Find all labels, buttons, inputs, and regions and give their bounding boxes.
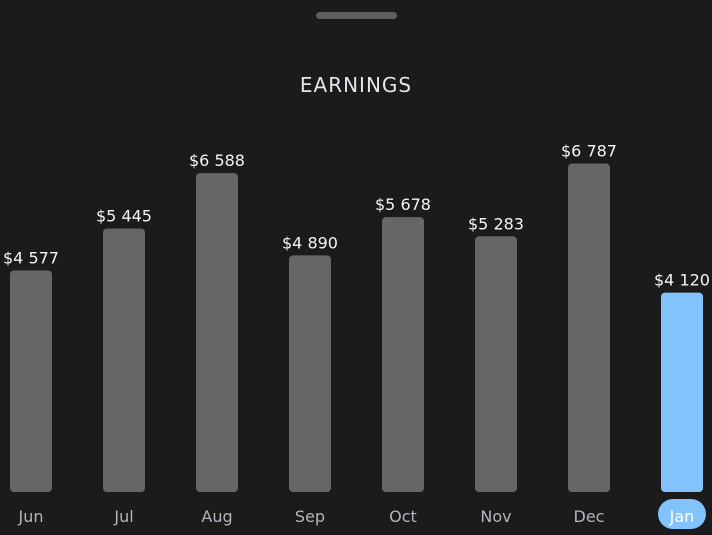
month-label-aug[interactable]: Aug bbox=[201, 507, 232, 526]
bar-jul[interactable] bbox=[103, 228, 145, 492]
bar-dec[interactable] bbox=[568, 163, 610, 492]
value-label-oct: $5 678 bbox=[375, 195, 431, 214]
bar-aug[interactable] bbox=[196, 173, 238, 492]
selected-month-pill[interactable] bbox=[658, 499, 706, 529]
month-label-oct[interactable]: Oct bbox=[389, 507, 417, 526]
chart-title: EARNINGS bbox=[299, 73, 413, 97]
month-label-jan[interactable]: Jan bbox=[669, 507, 695, 526]
value-label-jul: $5 445 bbox=[96, 206, 152, 225]
value-label-sep: $4 890 bbox=[282, 233, 338, 252]
value-label-dec: $6 787 bbox=[561, 142, 617, 161]
value-label-jan: $4 120 bbox=[654, 271, 710, 290]
value-label-aug: $6 588 bbox=[189, 151, 245, 170]
bar-oct[interactable] bbox=[382, 217, 424, 492]
month-label-jul[interactable]: Jul bbox=[113, 507, 133, 526]
bar-jun[interactable] bbox=[10, 270, 52, 492]
value-label-jun: $4 577 bbox=[3, 248, 59, 267]
month-label-dec[interactable]: Dec bbox=[574, 507, 605, 526]
bar-nov[interactable] bbox=[475, 236, 517, 492]
value-label-nov: $5 283 bbox=[468, 214, 524, 233]
month-label-sep[interactable]: Sep bbox=[295, 507, 325, 526]
bar-sep[interactable] bbox=[289, 255, 331, 492]
month-label-nov[interactable]: Nov bbox=[480, 507, 511, 526]
month-label-jun[interactable]: Jun bbox=[18, 507, 44, 526]
bar-jan[interactable] bbox=[661, 292, 703, 492]
drag-handle[interactable] bbox=[316, 12, 397, 19]
